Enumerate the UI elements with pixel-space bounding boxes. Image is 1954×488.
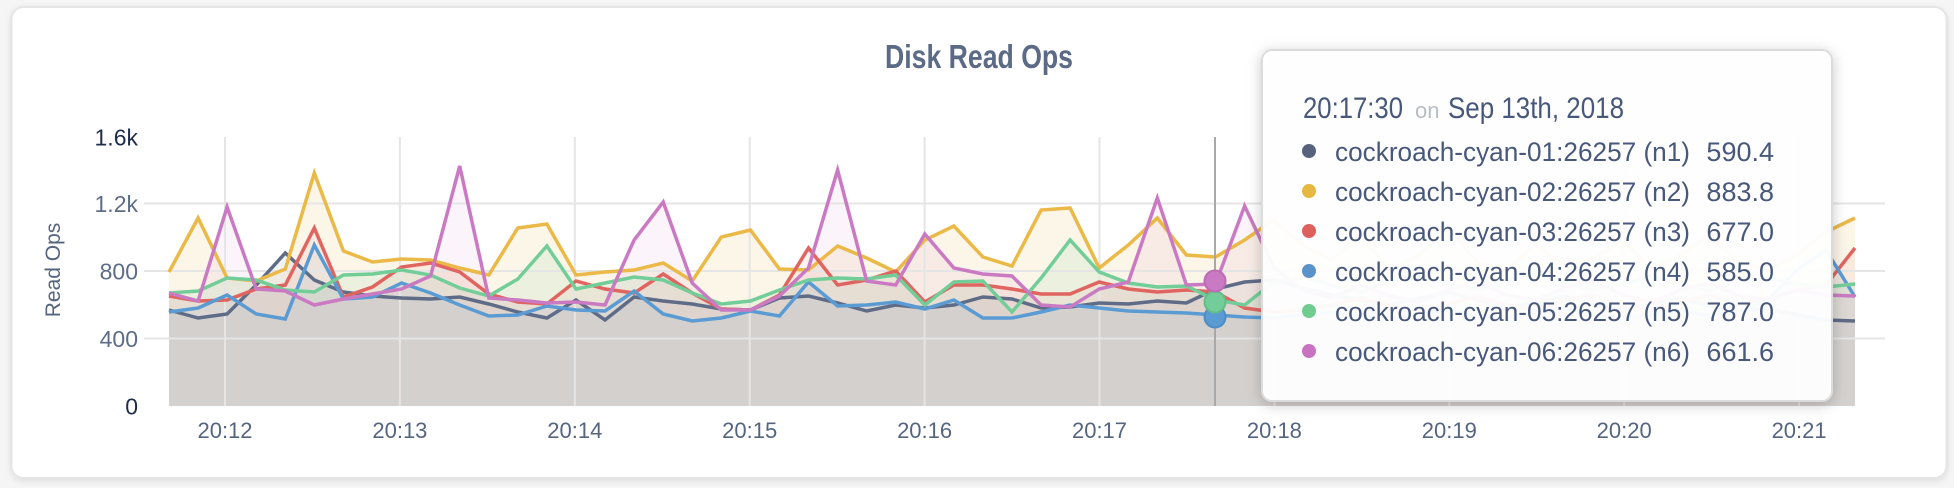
svg-text:20:14: 20:14 [547, 418, 602, 443]
svg-text:on: on [1415, 98, 1439, 123]
svg-text:1.2k: 1.2k [95, 191, 139, 217]
svg-text:cockroach-cyan-04:26257 (n4): cockroach-cyan-04:26257 (n4) [1335, 257, 1690, 287]
svg-text:0: 0 [125, 393, 138, 419]
svg-text:800: 800 [100, 258, 138, 284]
svg-text:cockroach-cyan-01:26257 (n1): cockroach-cyan-01:26257 (n1) [1335, 137, 1690, 167]
svg-text:883.8: 883.8 [1706, 177, 1774, 207]
svg-text:20:18: 20:18 [1247, 418, 1302, 443]
svg-text:661.6: 661.6 [1706, 337, 1774, 367]
svg-text:20:15: 20:15 [722, 418, 777, 443]
svg-text:20:12: 20:12 [197, 418, 252, 443]
svg-text:20:19: 20:19 [1422, 418, 1477, 443]
svg-text:cockroach-cyan-03:26257 (n3): cockroach-cyan-03:26257 (n3) [1335, 217, 1690, 247]
svg-text:20:17:30: 20:17:30 [1303, 92, 1403, 125]
svg-text:Disk Read Ops: Disk Read Ops [885, 38, 1073, 75]
svg-text:20:21: 20:21 [1772, 418, 1827, 443]
svg-text:585.0: 585.0 [1706, 257, 1774, 287]
svg-text:20:13: 20:13 [372, 418, 427, 443]
svg-text:Read Ops: Read Ops [42, 223, 65, 318]
svg-text:cockroach-cyan-02:26257 (n2): cockroach-cyan-02:26257 (n2) [1335, 177, 1690, 207]
svg-text:20:20: 20:20 [1597, 418, 1652, 443]
svg-text:400: 400 [100, 326, 138, 352]
svg-text:677.0: 677.0 [1706, 217, 1774, 247]
svg-text:20:17: 20:17 [1072, 418, 1127, 443]
svg-text:cockroach-cyan-05:26257 (n5): cockroach-cyan-05:26257 (n5) [1335, 297, 1690, 327]
svg-text:cockroach-cyan-06:26257 (n6): cockroach-cyan-06:26257 (n6) [1335, 337, 1690, 367]
svg-text:787.0: 787.0 [1706, 297, 1774, 327]
svg-text:1.6k: 1.6k [95, 124, 139, 150]
svg-text:20:16: 20:16 [897, 418, 952, 443]
svg-text:Sep 13th, 2018: Sep 13th, 2018 [1448, 92, 1624, 125]
svg-text:590.4: 590.4 [1706, 137, 1774, 167]
